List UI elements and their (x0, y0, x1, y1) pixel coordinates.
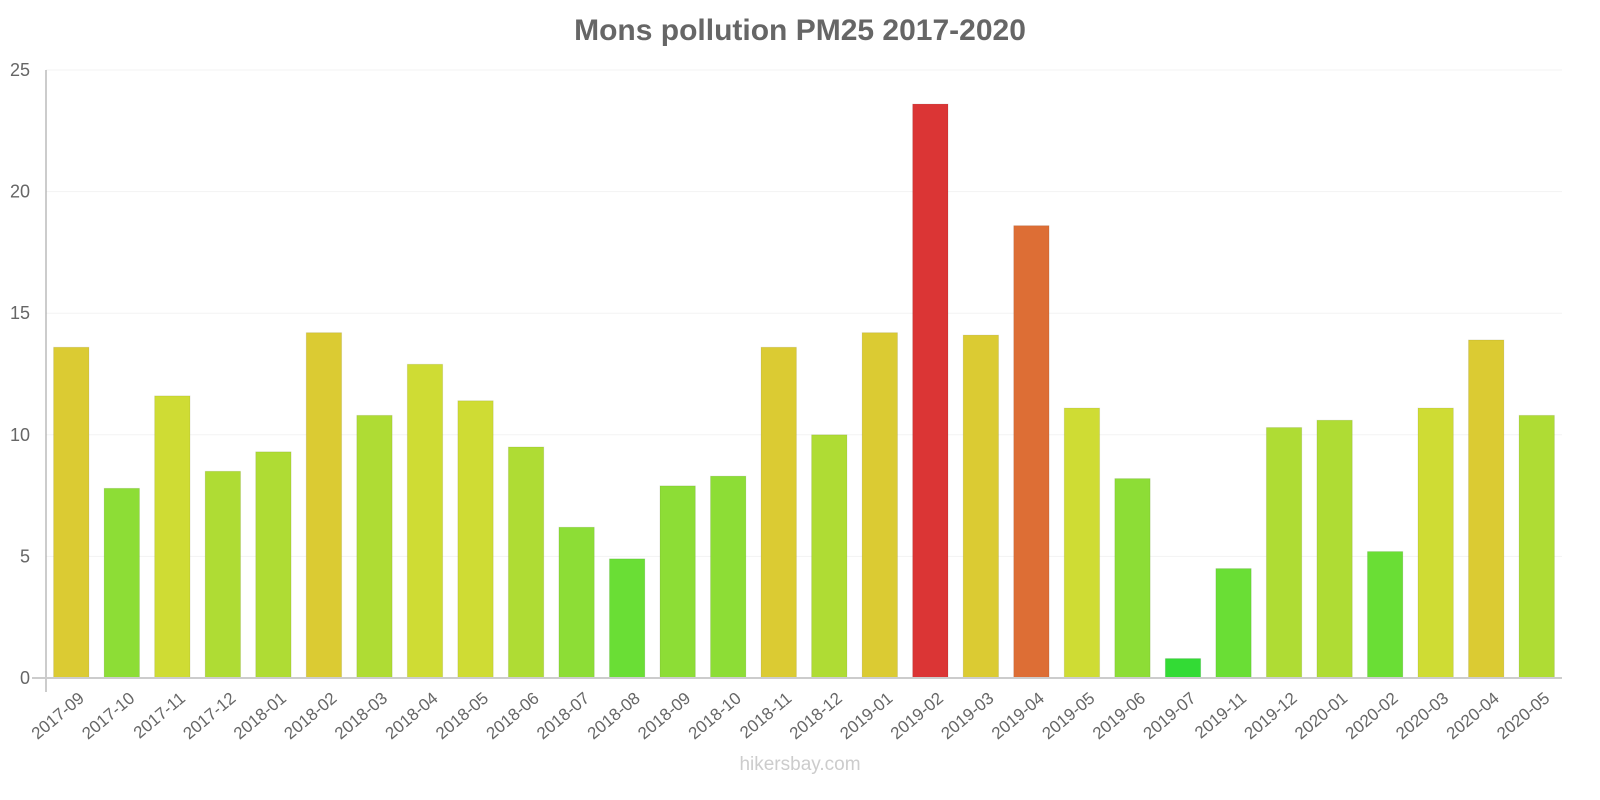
bar-2017-10[interactable] (103, 487, 140, 679)
bar-2019-11[interactable] (1215, 568, 1252, 679)
x-tick-label: 2018-02 (280, 689, 340, 744)
bar-2018-03[interactable] (356, 414, 393, 679)
bar-2018-06[interactable] (507, 446, 545, 679)
y-tick-label: 0 (20, 668, 30, 688)
x-tick-label: 2018-09 (634, 689, 694, 744)
bars (53, 103, 1555, 679)
x-tick-label: 2020-04 (1443, 689, 1503, 744)
bar-2019-01[interactable] (861, 332, 898, 679)
x-tick-label: 2018-04 (382, 689, 442, 744)
bar-2018-12[interactable] (811, 434, 848, 679)
y-axis-ticks: 0 5 10 15 20 25 (10, 60, 30, 688)
x-tick-label: 2017-10 (78, 689, 138, 744)
bar-2019-07[interactable] (1164, 658, 1202, 679)
y-tick-label: 10 (10, 425, 30, 445)
bar-2019-05[interactable] (1063, 407, 1101, 679)
x-tick-label: 2019-01 (836, 689, 896, 744)
x-tick-label: 2020-02 (1342, 689, 1402, 744)
bar-2018-08[interactable] (608, 558, 646, 679)
bar-2019-06[interactable] (1114, 478, 1151, 679)
x-tick-label: 2018-05 (432, 689, 492, 744)
x-tick-label: 2020-03 (1392, 689, 1452, 744)
source-credit: hikersbay.com (739, 754, 861, 775)
x-tick-label: 2018-07 (533, 689, 593, 744)
x-tick-label: 2020-01 (1291, 689, 1351, 744)
bar-2019-02[interactable] (912, 103, 949, 679)
x-tick-label: 2018-11 (736, 689, 795, 743)
x-tick-label: 2018-12 (786, 689, 846, 744)
bar-2020-05[interactable] (1518, 414, 1555, 679)
axes (32, 70, 1562, 692)
bar-2020-03[interactable] (1417, 407, 1454, 679)
y-tick-label: 20 (10, 182, 30, 202)
bar-2018-01[interactable] (255, 451, 292, 679)
x-tick-label: 2019-05 (1038, 689, 1098, 744)
x-axis-ticks: 2017-092017-102017-112017-122018-012018-… (28, 689, 1553, 744)
x-tick-label: 2018-06 (483, 689, 543, 744)
bar-2019-03[interactable] (962, 334, 1000, 679)
x-tick-label: 2018-03 (331, 689, 391, 744)
chart-title: Mons pollution PM25 2017-2020 (574, 14, 1026, 47)
bar-2020-01[interactable] (1316, 419, 1353, 679)
x-tick-label: 2018-08 (584, 689, 644, 744)
bar-2020-02[interactable] (1366, 551, 1404, 679)
x-tick-label: 2020-05 (1493, 689, 1553, 744)
y-tick-label: 25 (10, 60, 30, 80)
bar-2017-11[interactable] (154, 395, 191, 679)
bar-2017-09[interactable] (53, 346, 90, 679)
x-tick-label: 2017-09 (28, 689, 88, 744)
x-tick-label: 2018-10 (685, 689, 745, 744)
x-tick-label: 2019-12 (1241, 689, 1301, 744)
bar-2018-04[interactable] (406, 363, 444, 679)
y-tick-label: 15 (10, 303, 30, 323)
x-tick-label: 2017-11 (130, 689, 189, 743)
bar-2018-10[interactable] (710, 475, 747, 679)
bar-2018-07[interactable] (558, 526, 595, 679)
x-tick-label: 2019-11 (1191, 689, 1250, 743)
bar-2018-02[interactable] (305, 332, 343, 679)
bar-2018-09[interactable] (659, 485, 696, 679)
x-tick-label: 2019-03 (937, 689, 997, 744)
bar-2018-11[interactable] (760, 346, 797, 679)
bar-2018-05[interactable] (457, 400, 494, 679)
bar-2020-04[interactable] (1468, 339, 1505, 679)
x-tick-label: 2019-07 (1140, 689, 1200, 744)
bar-2017-12[interactable] (204, 470, 242, 679)
x-tick-label: 2017-12 (179, 689, 239, 744)
x-tick-label: 2019-06 (1089, 689, 1149, 744)
bar-2019-12[interactable] (1265, 427, 1303, 679)
x-tick-label: 2018-01 (230, 689, 290, 744)
x-tick-label: 2019-02 (887, 689, 947, 744)
bar-2019-04[interactable] (1013, 225, 1050, 679)
gridlines (46, 69, 1562, 557)
y-tick-label: 5 (20, 546, 30, 566)
x-tick-label: 2019-04 (988, 689, 1048, 744)
